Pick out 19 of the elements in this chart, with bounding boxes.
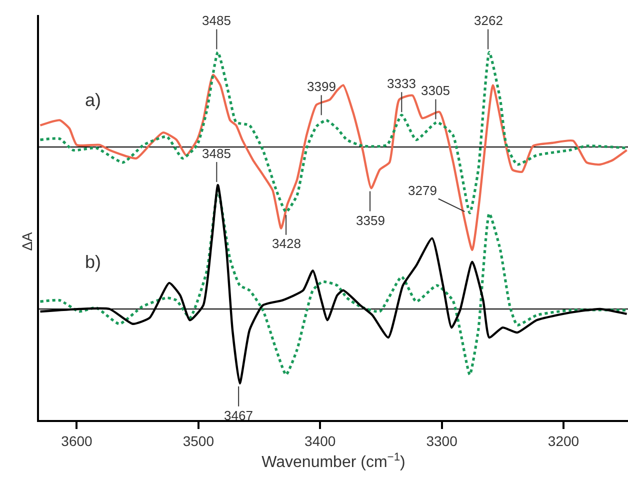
annotation: 3305 (421, 83, 450, 98)
x-tick-label: 3600 (61, 432, 93, 449)
x-axis-title: Wavenumber (cm$^{−1}$) (262, 451, 406, 471)
annotation: 3485 (202, 146, 231, 161)
annotation: a) (85, 90, 102, 110)
annotation: 3262 (474, 13, 503, 28)
annotation: 3333 (387, 76, 416, 91)
annotation: 3279 (408, 183, 437, 198)
x-tick-label: 3400 (304, 432, 336, 449)
y-axis-title: ΔA (19, 231, 36, 251)
annotation: 3467 (224, 408, 253, 423)
annotation: b) (85, 252, 102, 272)
annotation: 3485 (202, 13, 231, 28)
annotation: 3428 (272, 236, 301, 251)
annotation: 3359 (356, 213, 385, 228)
x-tick-label: 3500 (182, 432, 214, 449)
x-tick-label: 3200 (548, 432, 580, 449)
annotation: 3399 (307, 79, 336, 94)
x-tick-label: 3300 (426, 432, 458, 449)
